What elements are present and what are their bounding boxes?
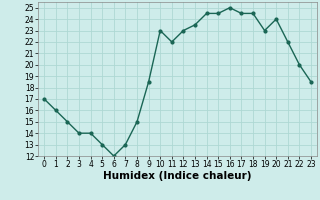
X-axis label: Humidex (Indice chaleur): Humidex (Indice chaleur): [103, 171, 252, 181]
